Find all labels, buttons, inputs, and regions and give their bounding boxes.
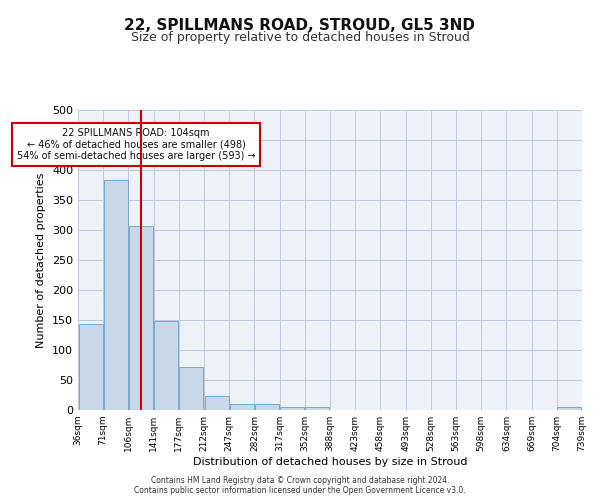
Bar [154,320,178,410]
Bar [305,407,329,410]
Text: 22, SPILLMANS ROAD, STROUD, GL5 3ND: 22, SPILLMANS ROAD, STROUD, GL5 3ND [125,18,476,32]
Bar [557,407,581,410]
Text: Contains HM Land Registry data © Crown copyright and database right 2024.
Contai: Contains HM Land Registry data © Crown c… [134,476,466,495]
Bar [230,404,254,410]
Bar [129,226,153,410]
Y-axis label: Number of detached properties: Number of detached properties [37,172,46,348]
Text: 22 SPILLMANS ROAD: 104sqm
← 46% of detached houses are smaller (498)
54% of semi: 22 SPILLMANS ROAD: 104sqm ← 46% of detac… [17,128,255,161]
Bar [104,180,128,410]
Text: Size of property relative to detached houses in Stroud: Size of property relative to detached ho… [131,31,469,44]
Bar [79,324,103,410]
Bar [255,404,279,410]
Bar [179,368,203,410]
X-axis label: Distribution of detached houses by size in Stroud: Distribution of detached houses by size … [193,457,467,467]
Bar [280,407,304,410]
Bar [205,396,229,410]
